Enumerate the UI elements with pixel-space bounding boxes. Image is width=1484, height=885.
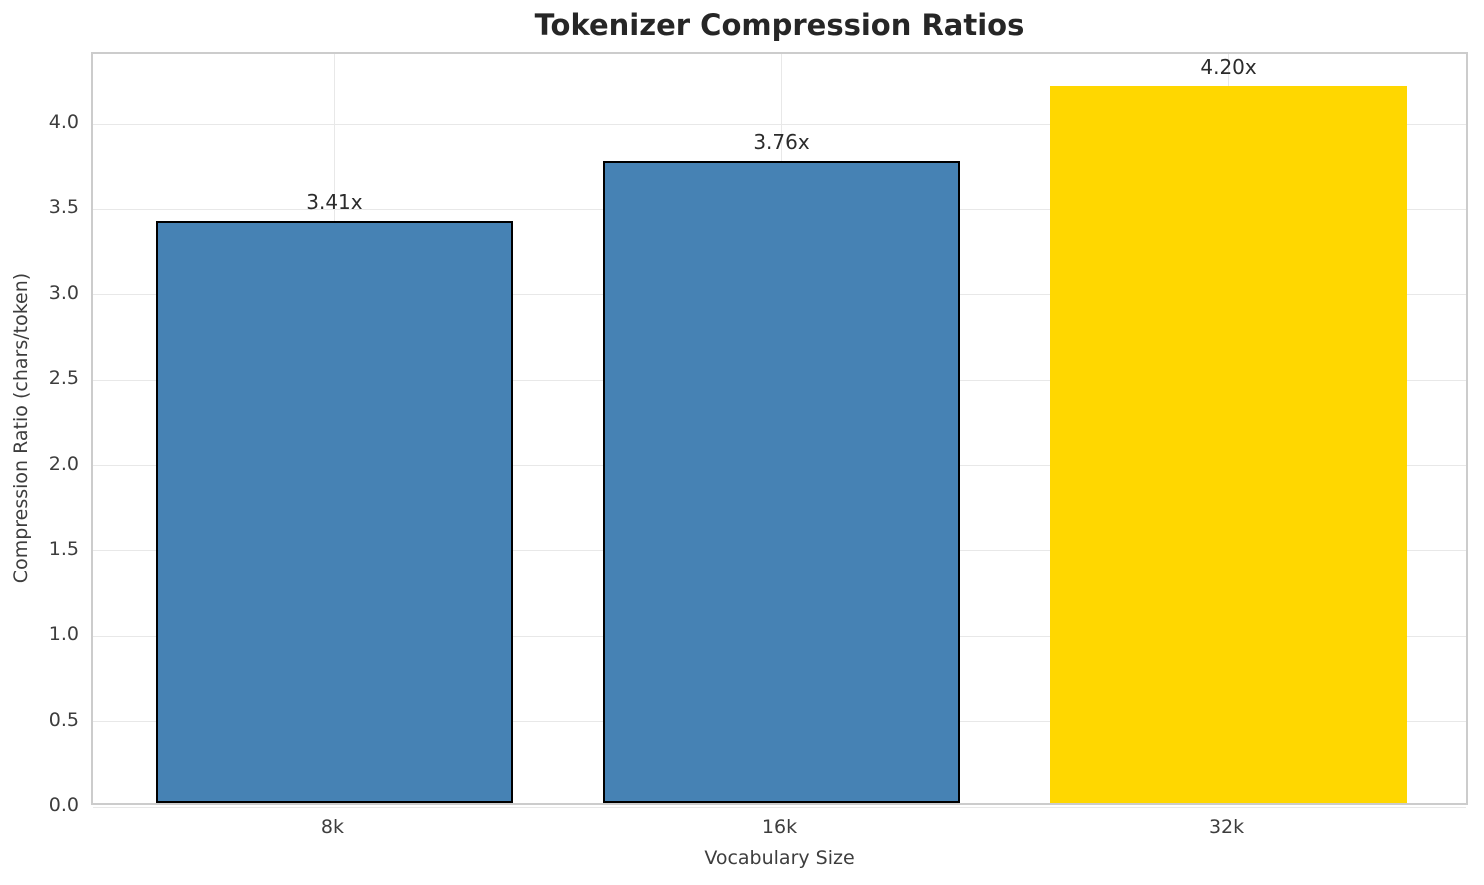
bar-16k <box>602 161 961 803</box>
bar-value-label: 4.20x <box>1200 54 1257 79</box>
x-tick-label: 8k <box>320 816 344 838</box>
x-axis-label: Vocabulary Size <box>704 847 855 869</box>
bar-value-label: 3.41x <box>306 189 363 214</box>
y-tick-label: 2.0 <box>48 452 79 475</box>
bar-32k <box>1049 85 1408 803</box>
y-tick-label: 1.5 <box>48 537 79 560</box>
y-tick-label: 3.0 <box>48 281 79 304</box>
gridline-horizontal <box>93 123 1466 125</box>
chart-title: Tokenizer Compression Ratios <box>534 8 1025 42</box>
y-tick-label: 4.0 <box>48 111 79 133</box>
plot-area: 3.41x 3.76x 4.20x <box>91 52 1468 808</box>
bar-value-label: 3.76x <box>753 130 810 154</box>
y-tick-label: 1.0 <box>48 623 79 646</box>
y-tick-label: 3.5 <box>48 196 79 219</box>
x-tick-label: 16k <box>761 816 798 838</box>
y-tick-label: 0.0 <box>48 794 79 816</box>
bar-8k <box>155 220 514 803</box>
y-tick-label: 0.5 <box>48 708 79 731</box>
x-tick-label: 32k <box>1208 816 1245 838</box>
y-tick-label: 2.5 <box>48 367 79 390</box>
gridline-horizontal <box>93 806 1466 808</box>
